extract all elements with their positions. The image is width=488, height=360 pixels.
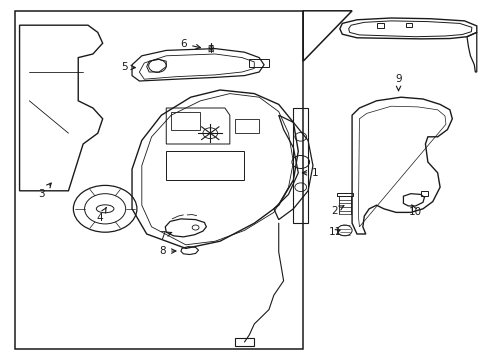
Text: 4: 4 — [97, 207, 106, 223]
Text: 3: 3 — [38, 183, 51, 199]
Text: 5: 5 — [121, 62, 135, 72]
Text: 11: 11 — [327, 227, 341, 237]
Text: 7: 7 — [159, 231, 171, 241]
Text: 2: 2 — [331, 206, 343, 216]
Text: 10: 10 — [408, 204, 421, 217]
Text: 9: 9 — [394, 74, 401, 91]
Text: 6: 6 — [180, 39, 200, 49]
Text: 8: 8 — [159, 246, 176, 256]
Text: 1: 1 — [302, 168, 318, 178]
